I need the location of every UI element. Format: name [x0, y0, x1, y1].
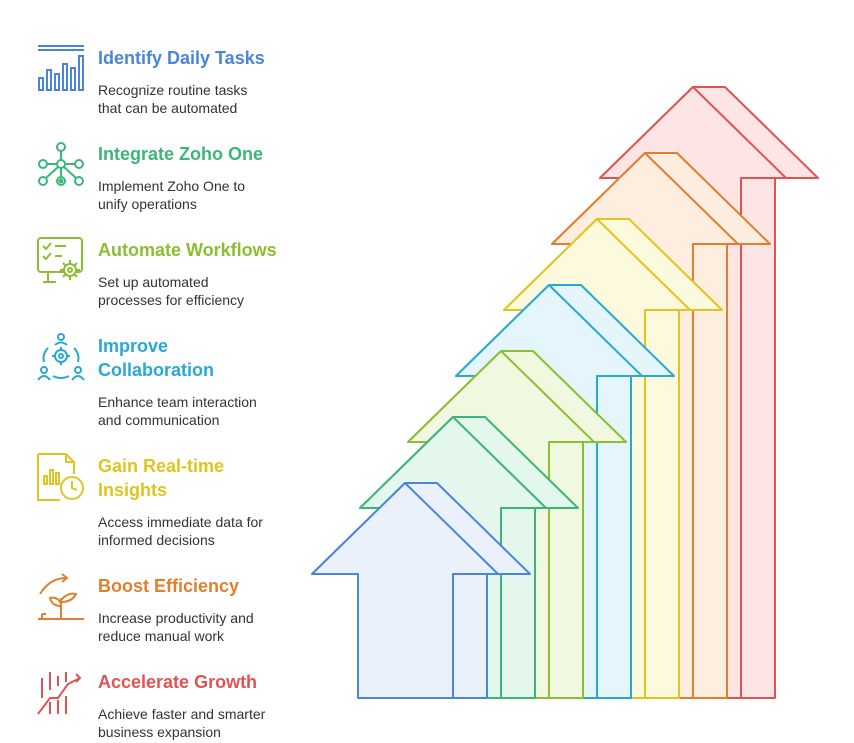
step-title-line-2: Insights — [98, 480, 168, 500]
step-description-line-2: reduce manual work — [98, 628, 225, 644]
step-boost-efficiency: Boost Efficiency Increase productivity a… — [36, 572, 316, 652]
step-description-line-2: processes for efficiency — [98, 292, 245, 308]
step-description-line-1: Achieve faster and smarter — [98, 706, 266, 722]
step-description-line-1: Enhance team interaction — [98, 394, 257, 410]
step-description-line-2: that can be automated — [98, 100, 238, 116]
step-description-line-1: Implement Zoho One to — [98, 178, 246, 194]
step-title-line-1: Improve — [98, 336, 169, 356]
step-title-line-1: Gain Real-time — [98, 456, 225, 476]
growing-plant-icon — [36, 572, 86, 622]
step-title: Automate Workflows — [98, 240, 277, 260]
step-accelerate-growth: Accelerate Growth Achieve faster and sma… — [36, 668, 316, 743]
step-description-line-1: Recognize routine tasks — [98, 82, 248, 98]
step-description-line-1: Access immediate data for — [98, 514, 263, 530]
step-title-line-2: Collaboration — [98, 360, 214, 380]
step-title: Boost Efficiency — [98, 576, 240, 596]
report-clock-icon — [36, 452, 86, 502]
step-description-line-1: Set up automated — [98, 274, 209, 290]
step-description-line-2: informed decisions — [98, 532, 215, 548]
rising-chart-icon — [36, 668, 86, 718]
bar-chart-icon — [36, 44, 86, 94]
step-title: Integrate Zoho One — [98, 144, 264, 164]
checklist-gear-icon — [36, 236, 86, 286]
network-nodes-icon — [36, 140, 86, 190]
step-identify-daily-tasks: Identify Daily Tasks Recognize routine t… — [36, 44, 316, 124]
step-improve-collaboration: Improve Collaboration Enhance team inter… — [36, 332, 316, 432]
step-automate-workflows: Automate Workflows Set up automated proc… — [36, 236, 316, 316]
step-title: Accelerate Growth — [98, 672, 258, 692]
step-gain-real-time-insights: Gain Real-time Insights Access immediate… — [36, 452, 316, 552]
step-description-line-2: business expansion — [98, 724, 221, 740]
step-integrate-zoho-one: Integrate Zoho One Implement Zoho One to… — [36, 140, 316, 220]
step-description-line-1: Increase productivity and — [98, 610, 254, 626]
arrow-1 — [311, 482, 531, 699]
step-description-line-2: and communication — [98, 412, 220, 428]
team-gear-icon — [36, 332, 86, 382]
step-description-line-2: unify operations — [98, 196, 197, 212]
step-title: Identify Daily Tasks — [98, 48, 265, 68]
